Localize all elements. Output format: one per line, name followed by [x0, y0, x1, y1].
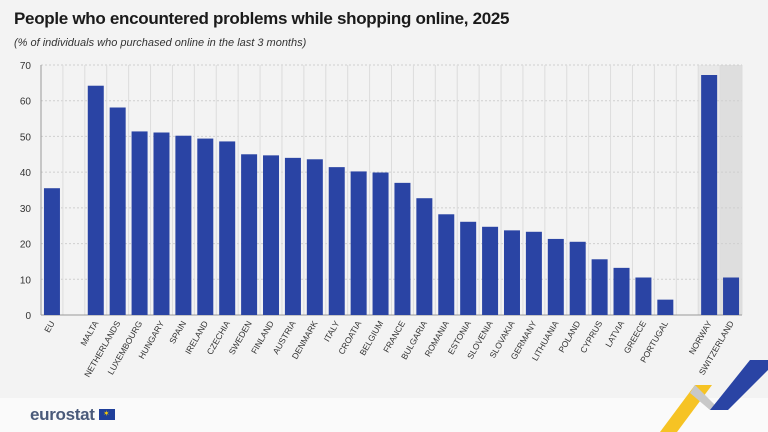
- x-tick-label: SPAIN: [167, 319, 188, 346]
- bar-denmark: [306, 159, 323, 315]
- bar-france: [394, 182, 411, 315]
- bar-slovakia: [503, 230, 520, 315]
- bar-germany: [525, 231, 542, 315]
- bar-bulgaria: [416, 198, 433, 315]
- bar-malta: [87, 85, 104, 315]
- y-tick-label: 40: [20, 168, 32, 179]
- shaded-region: [720, 65, 742, 315]
- y-tick-label: 70: [20, 61, 32, 72]
- bar-poland: [569, 241, 586, 315]
- x-tick-label: LATVIA: [603, 319, 626, 349]
- bar-lithuania: [547, 238, 564, 315]
- bar-belgium: [372, 172, 389, 315]
- y-tick-label: 20: [20, 240, 32, 251]
- eurostat-logo: eurostat: [30, 405, 95, 424]
- bar-austria: [284, 157, 301, 315]
- footer: [0, 398, 768, 432]
- y-tick-label: 60: [20, 97, 32, 108]
- bar-ireland: [197, 138, 214, 315]
- bar-finland: [263, 155, 280, 315]
- chart-title: People who encountered problems while sh…: [14, 9, 510, 28]
- bar-cyprus: [591, 259, 608, 315]
- bar-norway: [701, 75, 718, 315]
- bar-estonia: [460, 221, 477, 315]
- decorative-chevrons: [660, 360, 768, 432]
- bar-luxembourg: [131, 131, 148, 315]
- bar-italy: [328, 167, 345, 315]
- y-tick-label: 50: [20, 132, 32, 143]
- bar-portugal: [657, 299, 674, 315]
- bar-romania: [438, 214, 455, 315]
- bar-eu: [43, 188, 60, 315]
- x-tick-label: ITALY: [322, 319, 342, 344]
- eu-flag-icon: ✶: [99, 409, 115, 420]
- bar-croatia: [350, 171, 367, 315]
- bar-greece: [635, 277, 652, 315]
- bar-slovenia: [482, 226, 499, 315]
- bar-latvia: [613, 267, 630, 315]
- bar-sweden: [241, 154, 258, 315]
- bar-hungary: [153, 132, 170, 315]
- y-tick-label: 10: [20, 275, 32, 286]
- bar-switzerland: [723, 277, 740, 315]
- y-tick-label: 30: [20, 204, 32, 215]
- chart-subtitle: (% of individuals who purchased online i…: [14, 37, 307, 49]
- bar-netherlands: [109, 107, 126, 315]
- bar-czechia: [219, 141, 236, 315]
- x-tick-label: MALTA: [78, 319, 100, 348]
- bar-spain: [175, 135, 192, 315]
- x-tick-label: EU: [42, 319, 57, 334]
- y-tick-label: 0: [25, 311, 31, 322]
